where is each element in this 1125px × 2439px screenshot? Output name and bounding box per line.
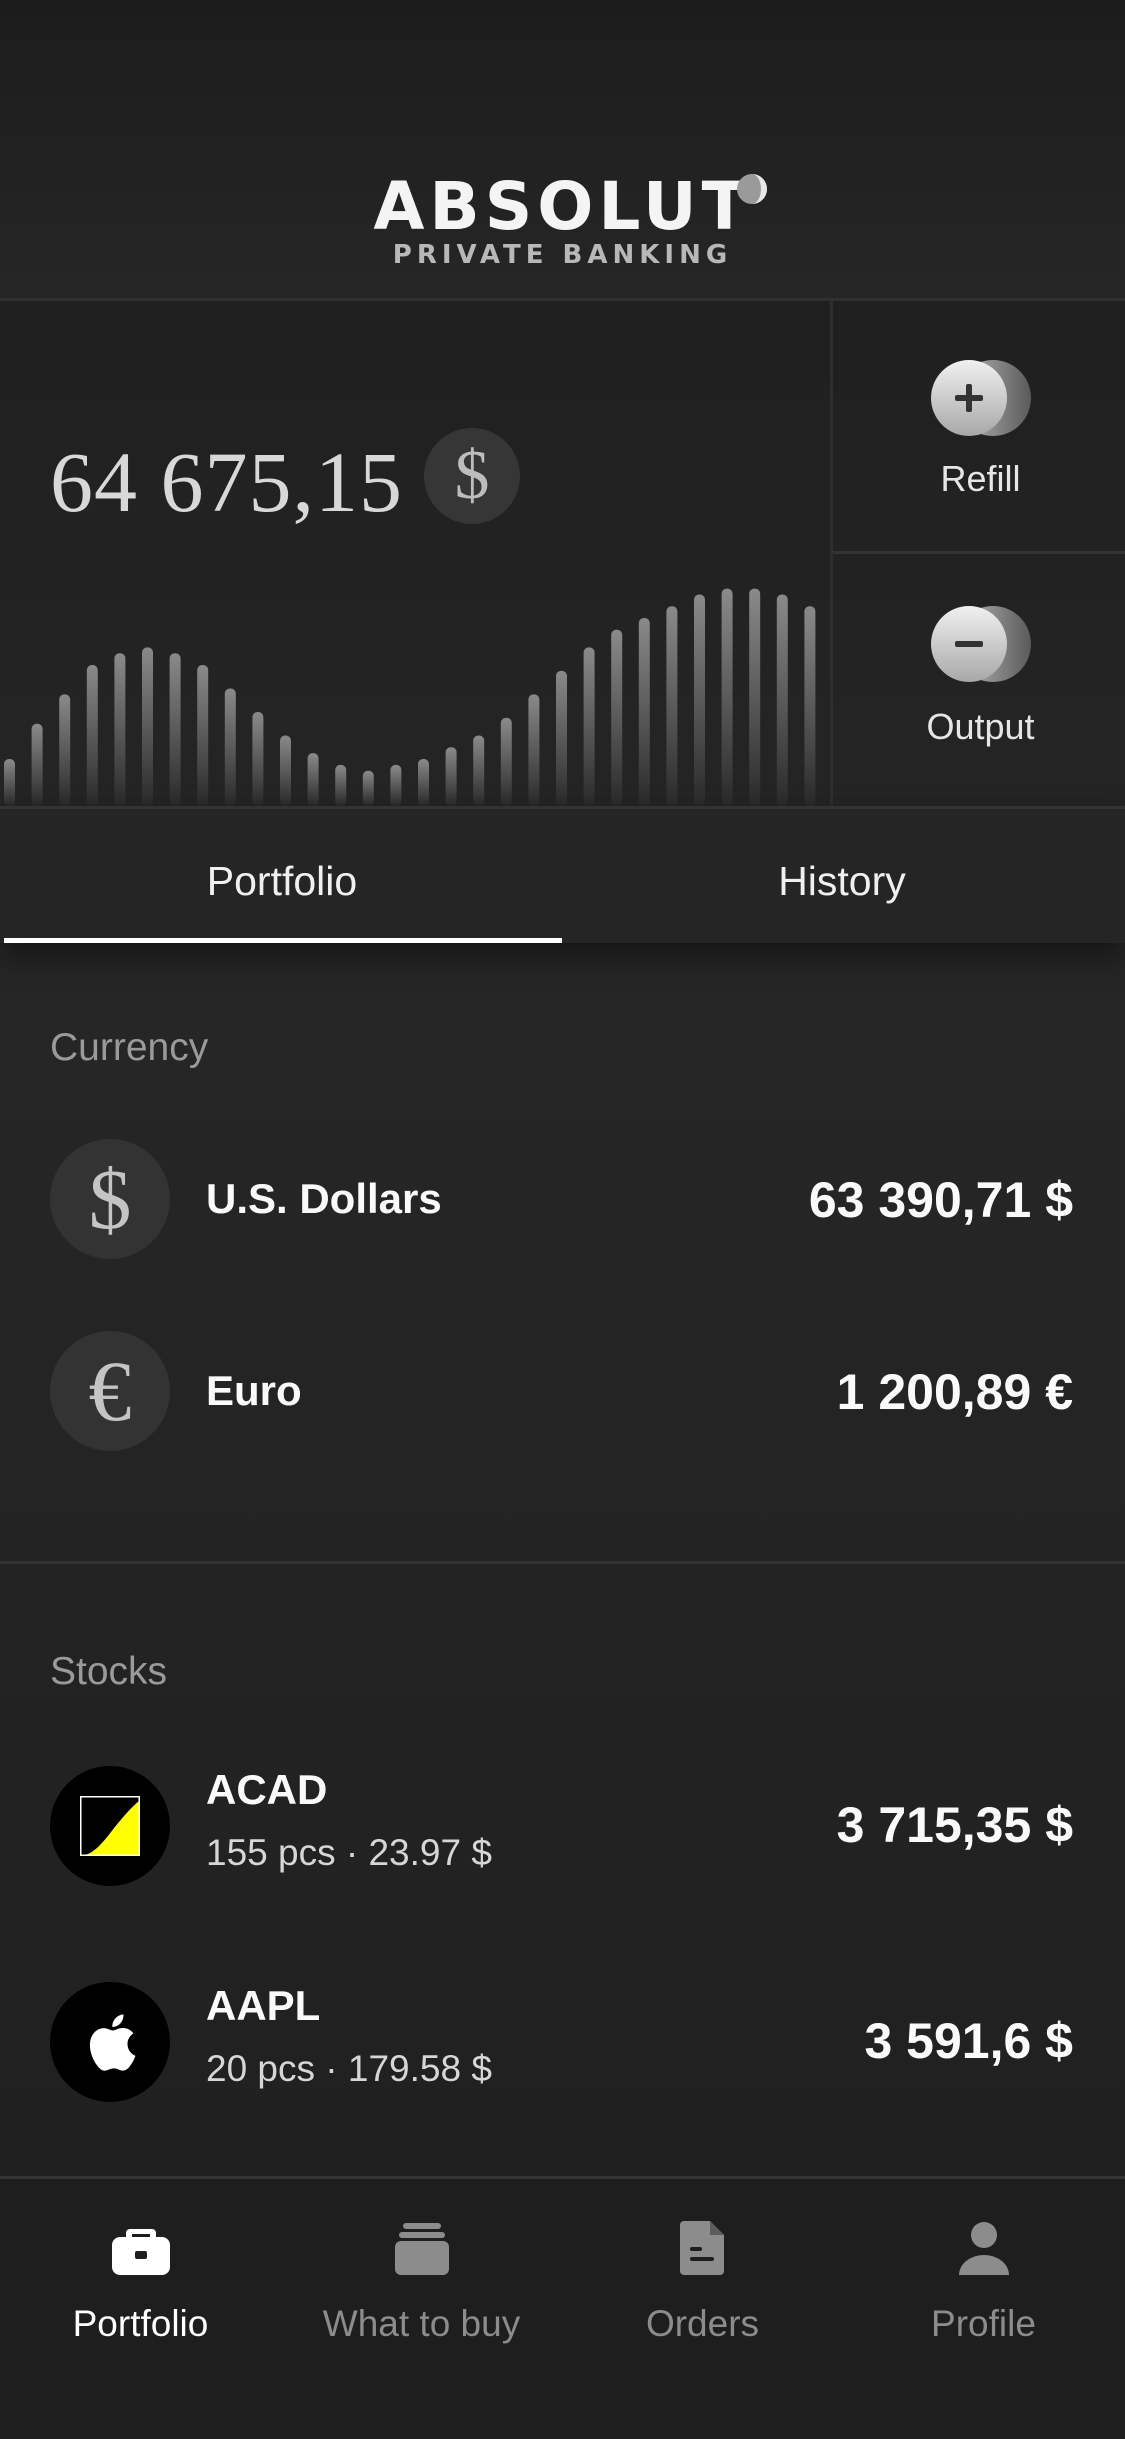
chart-bar [31, 723, 43, 806]
header: ABSOLUT PRIVATE BANKING [0, 0, 1125, 301]
chart-bar [556, 670, 567, 806]
nav-label: What to buy [322, 2303, 521, 2344]
chart-bar [583, 647, 595, 806]
chart-bar [749, 588, 761, 806]
balance-chart [4, 588, 816, 806]
currency-section-title: Currency [50, 1026, 209, 1069]
chart-bar [445, 747, 457, 806]
refill-label: Refill [940, 458, 1021, 499]
briefcase-icon [112, 2229, 170, 2275]
chart-bar [666, 606, 678, 806]
chart-bar [776, 594, 788, 806]
bottom-navigation: Portfolio What to buy Orders [0, 2176, 1125, 2439]
nav-item-orders[interactable]: Orders [562, 2179, 843, 2439]
chart-bar [142, 647, 153, 806]
chart-bar [473, 735, 485, 806]
chart-bar [638, 618, 650, 806]
chart-bar [307, 753, 319, 806]
tab-portfolio[interactable]: Portfolio [206, 858, 358, 904]
stock-ticker: AAPL [206, 1982, 321, 2029]
currency-row-eur[interactable]: € Euro 1 200,89 € [0, 1331, 1125, 1481]
chart-bar [86, 665, 98, 806]
document-icon [680, 2221, 724, 2275]
balance-amount: 64 675,15 [50, 434, 403, 530]
chart-bar [280, 735, 291, 806]
chart-bar [169, 653, 181, 806]
brand-moon-icon [737, 174, 767, 204]
stock-detail: 20 pcs · 179.58 $ [206, 2048, 492, 2089]
action-divider [833, 551, 1125, 554]
stock-value: 3 591,6 $ [864, 2013, 1073, 2069]
chart-bar [252, 712, 264, 806]
currency-value: 1 200,89 € [836, 1364, 1073, 1420]
chart-bar [197, 665, 209, 806]
chart-bar [500, 717, 512, 806]
active-tab-indicator [4, 938, 562, 943]
chart-bar [418, 759, 429, 806]
nav-item-profile[interactable]: Profile [843, 2179, 1124, 2439]
chart-bar [114, 653, 126, 806]
minus-coin-icon [931, 606, 1031, 682]
brand-wordmark: ABSOLUT [373, 168, 752, 245]
stock-ticker: ACAD [206, 1766, 328, 1813]
nav-label: Portfolio [72, 2303, 209, 2344]
portfolio-tabs: Portfolio History [0, 806, 1125, 943]
nav-item-portfolio[interactable]: Portfolio [0, 2179, 281, 2439]
chart-bar [224, 688, 236, 806]
section-divider [0, 1561, 1125, 1564]
chart-bar [335, 764, 347, 806]
dollar-icon: $ [50, 1139, 170, 1259]
stock-row-acad[interactable]: ACAD 155 pcs · 23.97 $ 3 715,35 $ [0, 1766, 1125, 1916]
chart-bar [59, 694, 71, 806]
chart-bar [390, 764, 402, 806]
currency-row-usd[interactable]: $ U.S. Dollars 63 390,71 $ [0, 1139, 1125, 1289]
chart-bar [804, 606, 816, 806]
output-button[interactable]: Output [833, 554, 1125, 804]
currency-value: 63 390,71 $ [808, 1172, 1073, 1228]
chart-bar [528, 694, 540, 806]
stock-row-aapl[interactable]: AAPL 20 pcs · 179.58 $ 3 591,6 $ [0, 1982, 1125, 2132]
chart-bar [4, 759, 15, 806]
chart-bar [362, 770, 374, 806]
stocks-section-title: Stocks [50, 1650, 168, 1693]
currency-name: U.S. Dollars [206, 1175, 442, 1222]
person-icon [959, 2222, 1009, 2275]
portfolio-content: Currency $ U.S. Dollars 63 390,71 $ € Eu… [0, 940, 1125, 2176]
output-label: Output [926, 706, 1035, 747]
stock-value: 3 715,35 $ [836, 1797, 1073, 1853]
stock-detail: 155 pcs · 23.97 $ [206, 1832, 492, 1873]
balance-actions: Refill Output [830, 301, 1125, 806]
currency-name: Euro [206, 1367, 302, 1414]
euro-icon: € [50, 1331, 170, 1451]
chart-bar [721, 588, 733, 806]
apple-logo-icon [50, 1982, 170, 2102]
nav-label: Orders [645, 2303, 760, 2344]
chart-bar [611, 629, 623, 806]
nav-label: Profile [931, 2303, 1036, 2344]
chart-bar [694, 594, 705, 806]
brand-subtitle: PRIVATE BANKING [392, 240, 733, 270]
nav-item-what-to-buy[interactable]: What to buy [281, 2179, 562, 2439]
tab-history[interactable]: History [778, 858, 906, 904]
acad-logo-icon [50, 1766, 170, 1886]
balance-currency-badge: $ [424, 428, 520, 524]
plus-coin-icon [931, 360, 1031, 436]
stack-icon [395, 2223, 449, 2275]
refill-button[interactable]: Refill [833, 301, 1125, 551]
balance-area: 64 675,15 $ [0, 301, 1125, 806]
